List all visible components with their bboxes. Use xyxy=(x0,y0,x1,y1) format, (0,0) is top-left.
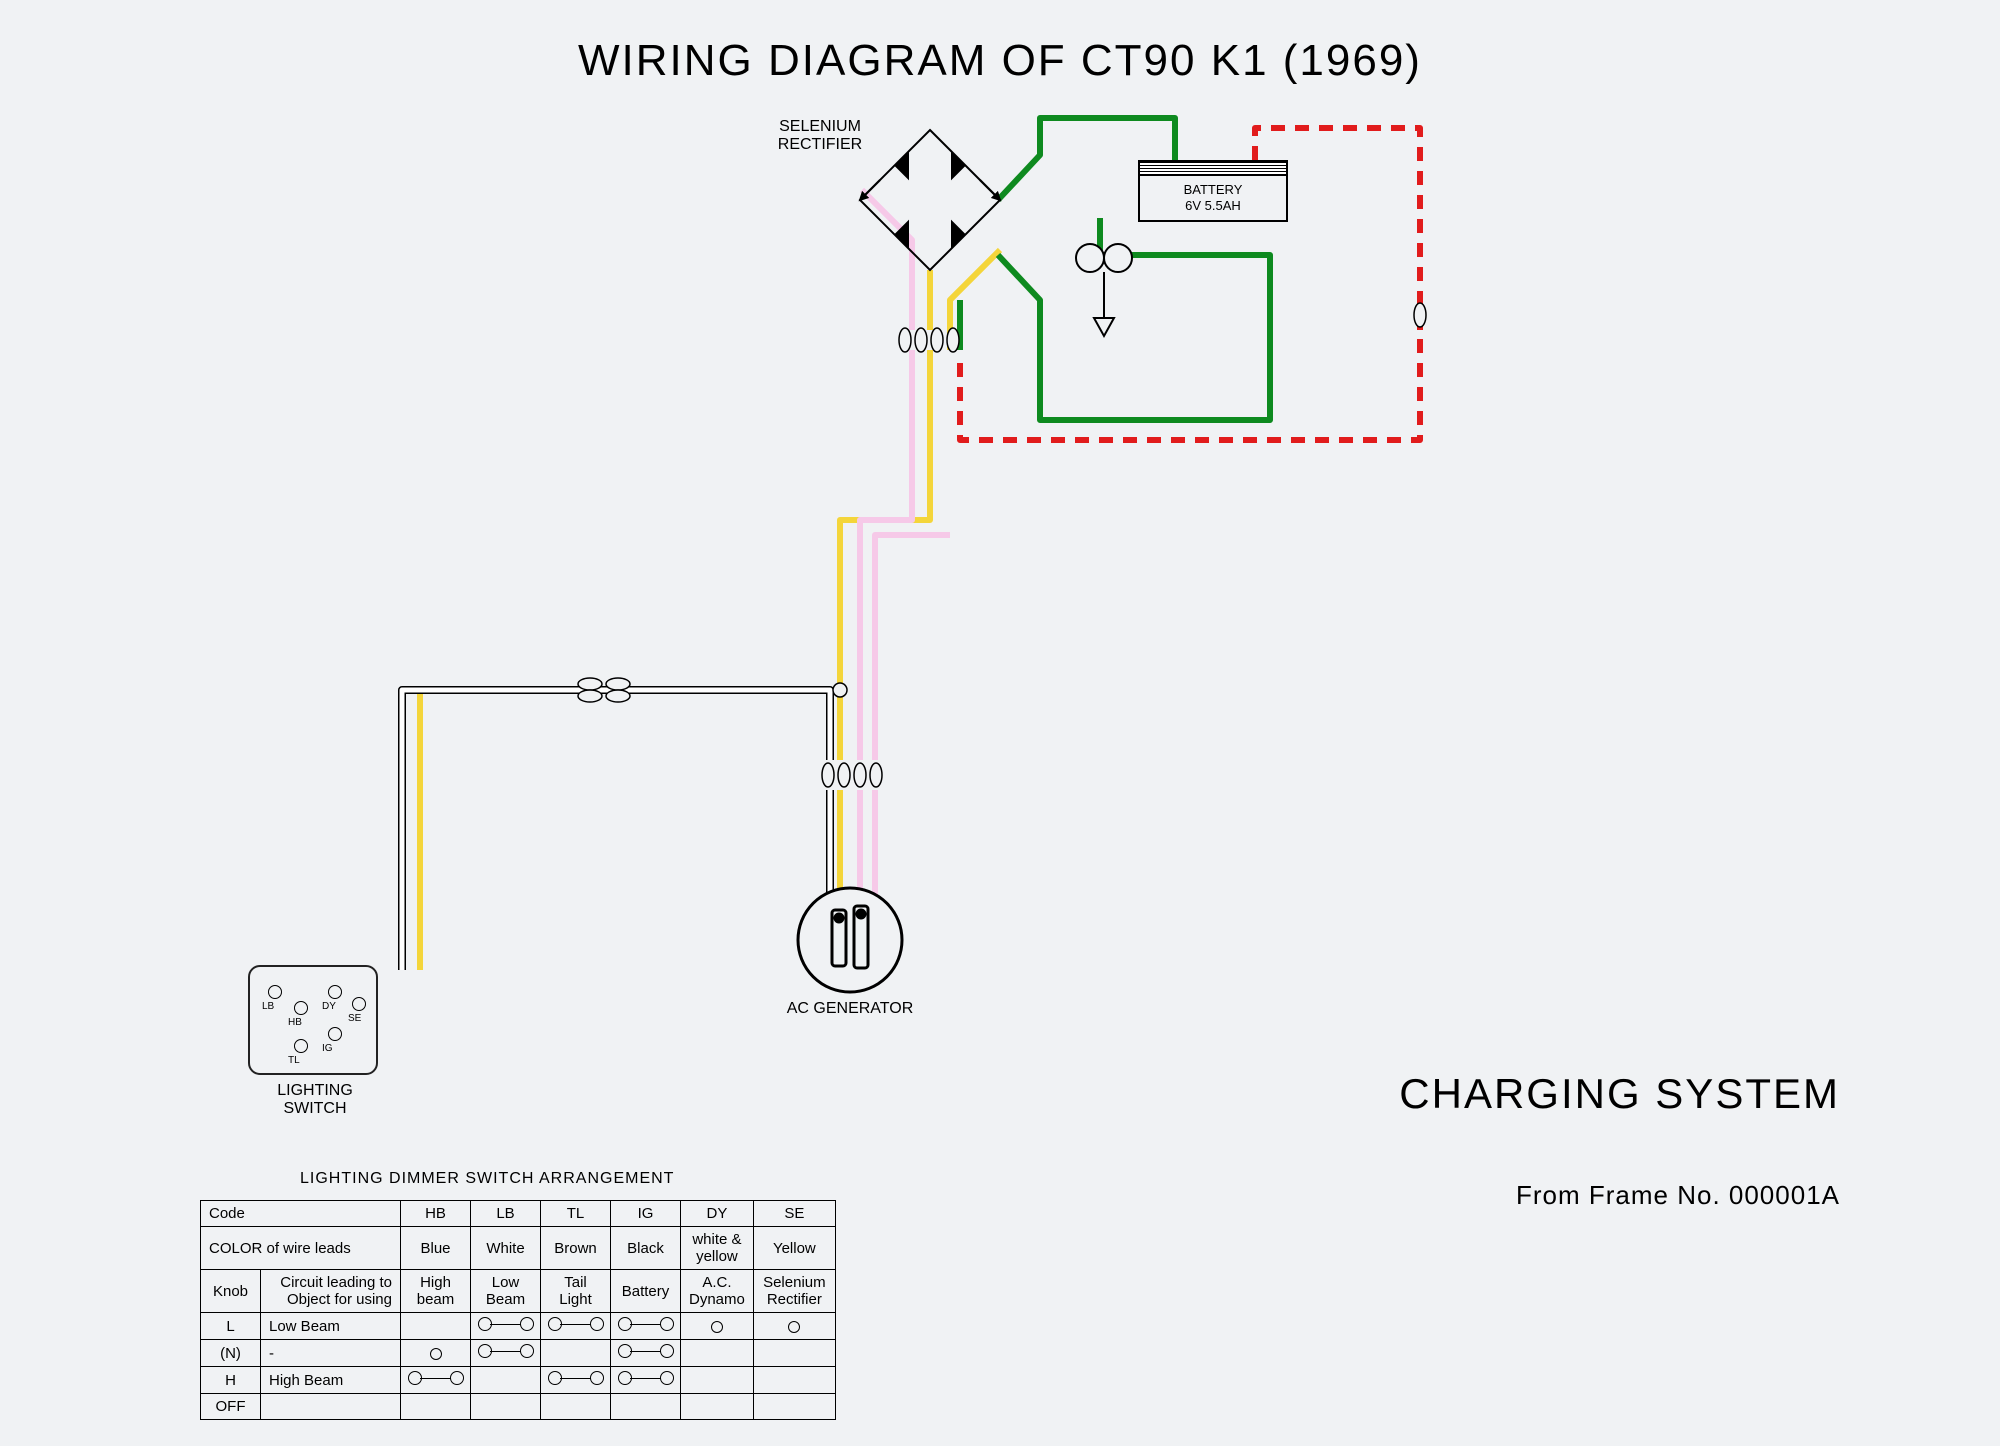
table-row: Code HB LB TL IG DY SE xyxy=(201,1201,836,1227)
switch-arrangement-table: Code HB LB TL IG DY SE COLOR of wire lea… xyxy=(200,1200,836,1420)
knob-hb: High beam xyxy=(401,1270,471,1313)
knob-header-a: Knob xyxy=(201,1270,261,1313)
switch-table-title: LIGHTING DIMMER SWITCH ARRANGEMENT xyxy=(300,1170,674,1188)
selenium-rectifier xyxy=(860,130,1000,270)
page-title: WIRING DIAGRAM OF CT90 K1 (1969) xyxy=(0,36,2000,86)
table-row: OFF xyxy=(201,1394,836,1420)
switch-term-se: SE xyxy=(348,1013,361,1024)
knob-se: Selenium Rectifier xyxy=(753,1270,835,1313)
table-row: LLow Beam xyxy=(201,1313,836,1340)
table-row: (N)- xyxy=(201,1340,836,1367)
color-dy: white & yellow xyxy=(681,1227,754,1270)
table-row: Knob Circuit leading to Object for using… xyxy=(201,1270,836,1313)
color-se: Yellow xyxy=(753,1227,835,1270)
connectors xyxy=(578,303,1426,787)
table-row: COLOR of wire leads Blue White Brown Bla… xyxy=(201,1227,836,1270)
switch-term-dy: DY xyxy=(322,1001,336,1012)
table-header-code: Code xyxy=(201,1201,401,1227)
table-header-se: SE xyxy=(753,1201,835,1227)
color-ig: Black xyxy=(611,1227,681,1270)
battery-label-1: BATTERY xyxy=(1184,182,1243,197)
battery-box: BATTERY 6V 5.5AH xyxy=(1138,160,1288,222)
wire-white xyxy=(402,690,830,970)
lighting-switch-label: LIGHTINGSWITCH xyxy=(250,1082,380,1117)
ac-generator-label: AC GENERATOR xyxy=(780,1000,920,1018)
knob-lb: Low Beam xyxy=(471,1270,541,1313)
color-hb: Blue xyxy=(401,1227,471,1270)
knob-dy: A.C. Dynamo xyxy=(681,1270,754,1313)
table-header-ig: IG xyxy=(611,1201,681,1227)
wire-yellow xyxy=(420,250,1000,970)
color-lb: White xyxy=(471,1227,541,1270)
switch-term-ig: IG xyxy=(322,1043,333,1054)
switch-term-hb: HB xyxy=(288,1017,302,1028)
frame-note: From Frame No. 000001A xyxy=(1516,1180,1840,1211)
switch-term-tl: TL xyxy=(288,1055,300,1066)
fuse-pair-icon xyxy=(1076,244,1132,336)
color-tl: Brown xyxy=(541,1227,611,1270)
switch-term-lb: LB xyxy=(262,1001,274,1012)
table-row: HHigh Beam xyxy=(201,1367,836,1394)
table-header-lb: LB xyxy=(471,1201,541,1227)
ac-generator-icon xyxy=(798,888,902,992)
lighting-switch-box: LB HB DY SE IG TL xyxy=(248,965,378,1075)
color-row-label: COLOR of wire leads xyxy=(201,1227,401,1270)
wire-pink xyxy=(860,190,950,940)
system-label: CHARGING SYSTEM xyxy=(1399,1070,1840,1118)
table-header-hb: HB xyxy=(401,1201,471,1227)
table-header-dy: DY xyxy=(681,1201,754,1227)
table-header-tl: TL xyxy=(541,1201,611,1227)
knob-ig: Battery xyxy=(611,1270,681,1313)
battery-label-2: 6V 5.5AH xyxy=(1185,198,1241,213)
knob-tl: Tail Light xyxy=(541,1270,611,1313)
knob-header-b: Circuit leading to Object for using xyxy=(261,1270,401,1313)
selenium-rectifier-label: SELENIUMRECTIFIER xyxy=(760,118,880,153)
